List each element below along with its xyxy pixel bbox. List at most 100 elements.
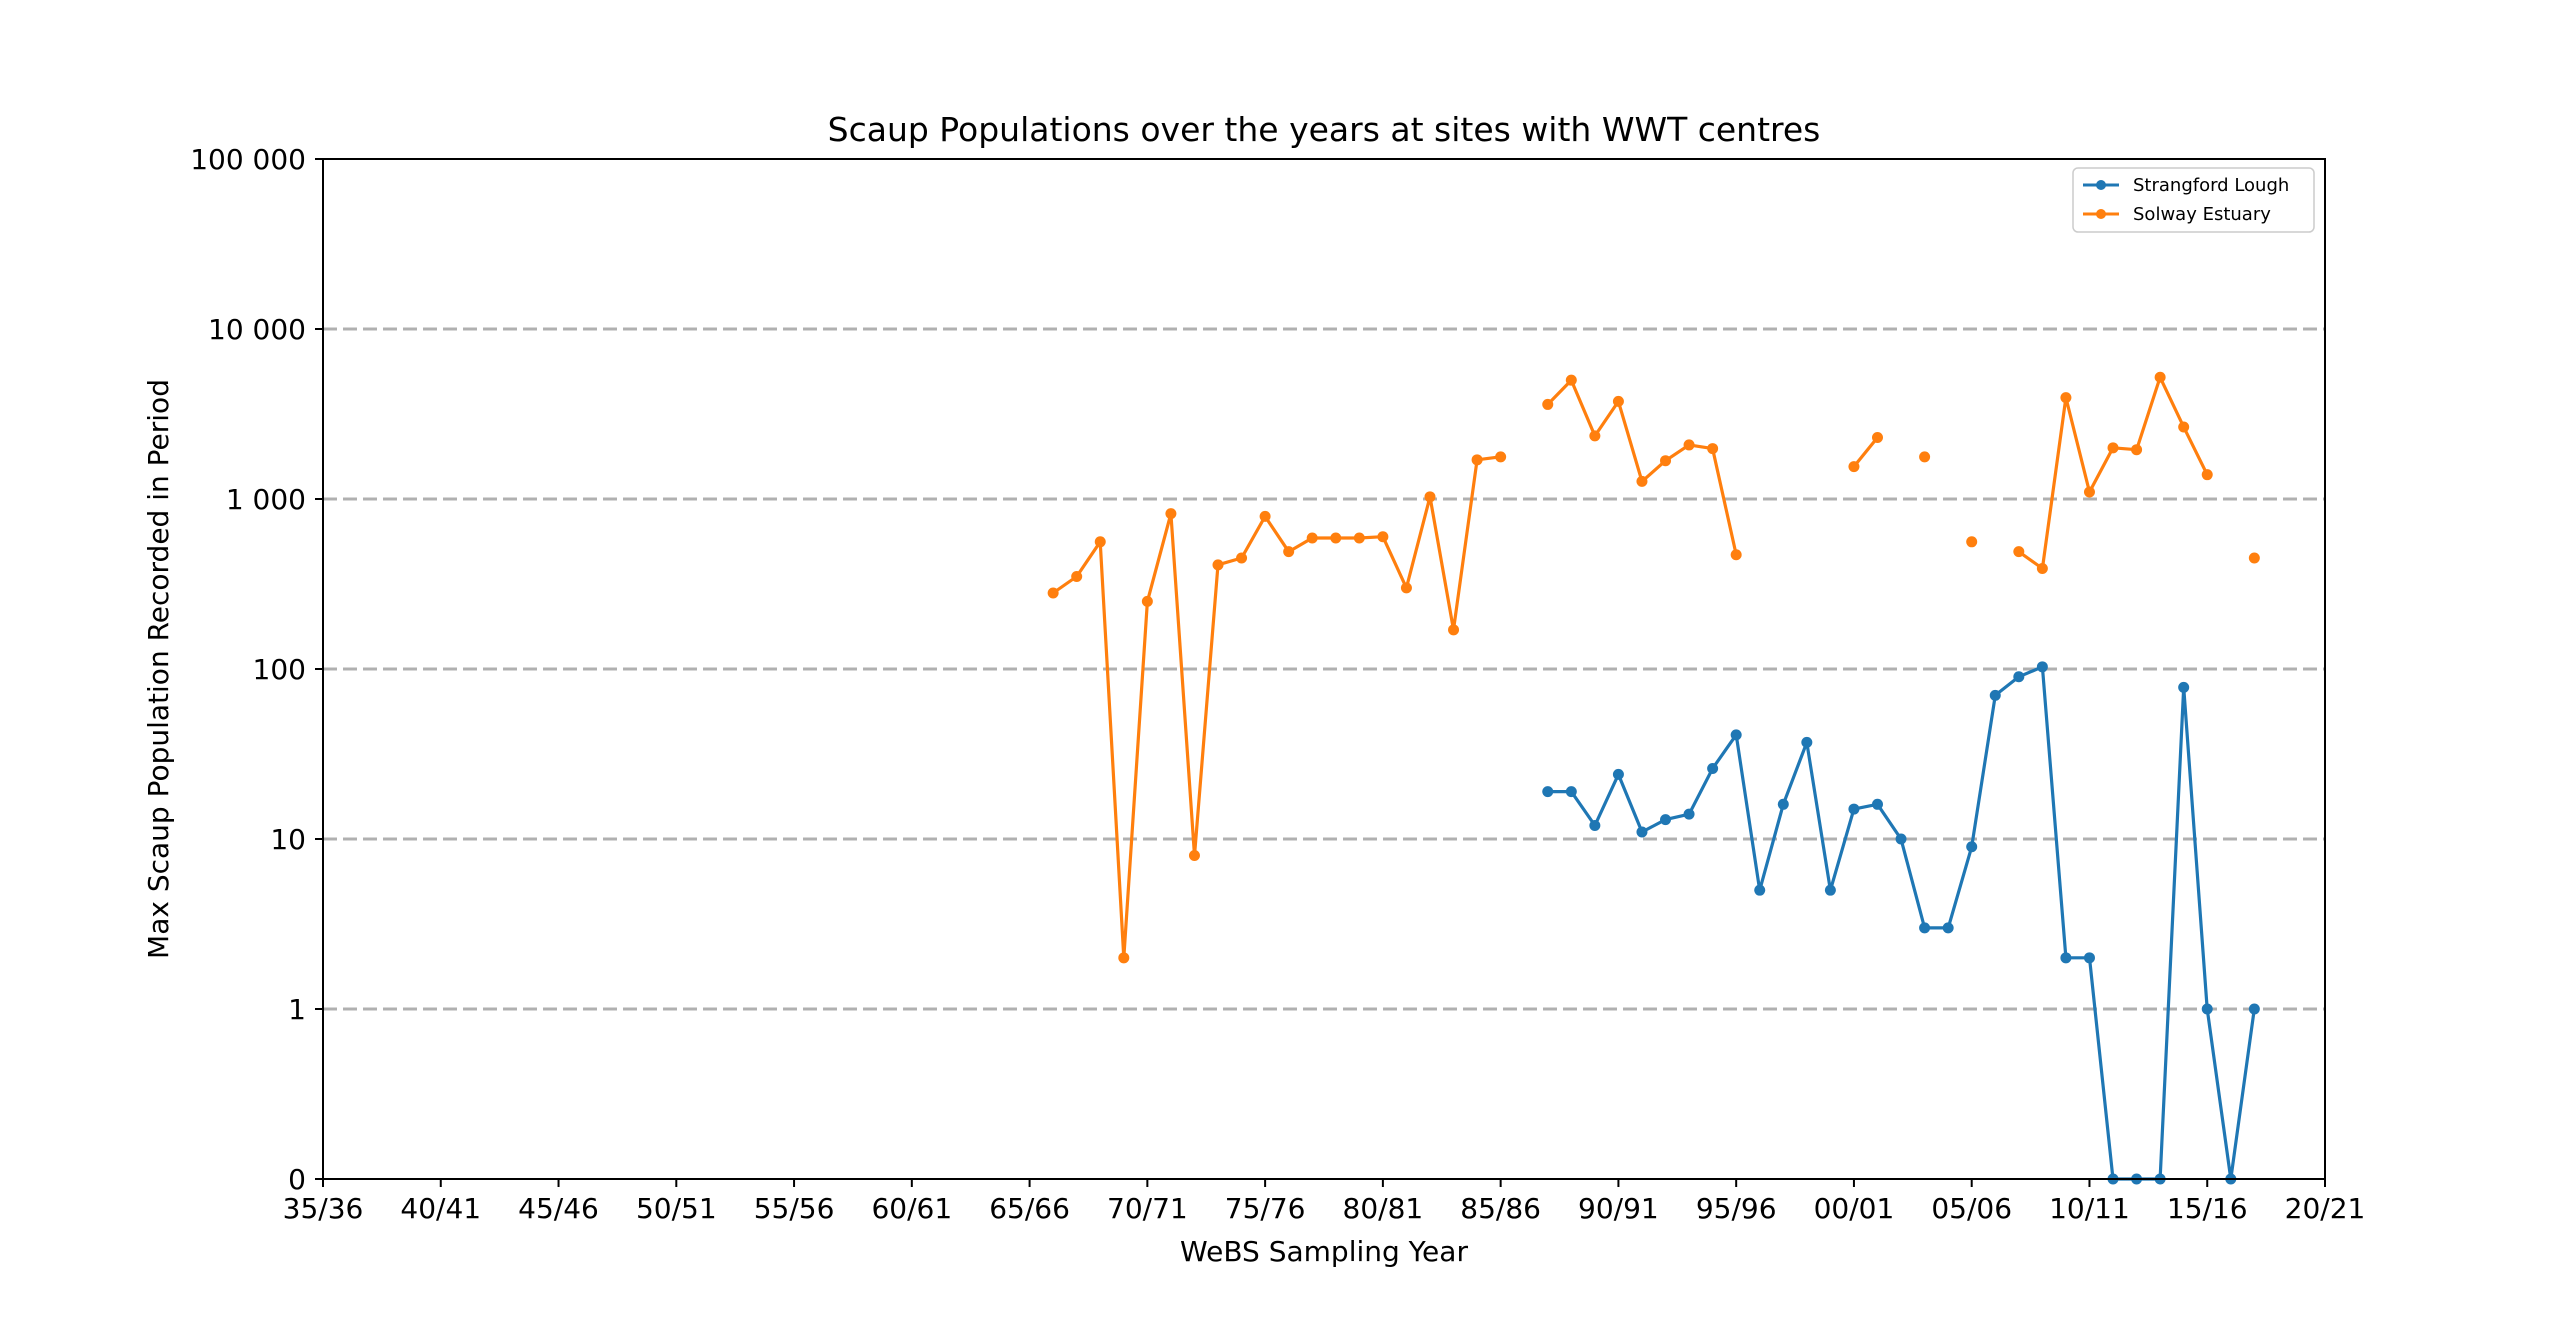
data-point-strangford-lough (2036, 661, 2048, 673)
x-tick-label: 35/36 (283, 1192, 364, 1225)
data-point-strangford-lough (1754, 884, 1766, 896)
x-tick-label: 20/21 (2285, 1192, 2366, 1225)
data-point-strangford-lough (1895, 833, 1907, 845)
data-point-solway-estuary (1448, 624, 1460, 636)
data-point-solway-estuary (1424, 491, 1436, 503)
data-point-strangford-lough (1824, 884, 1836, 896)
series-line-solway-estuary (1546, 378, 1738, 556)
data-point-solway-estuary (1966, 536, 1978, 548)
data-point-solway-estuary (1871, 432, 1883, 444)
y-tick-label: 10 000 (208, 313, 306, 346)
data-point-solway-estuary (1589, 430, 1601, 442)
data-point-strangford-lough (1801, 736, 1813, 748)
x-tick-label: 50/51 (636, 1192, 717, 1225)
data-point-strangford-lough (1683, 808, 1695, 820)
data-point-solway-estuary (1306, 532, 1318, 544)
data-point-solway-estuary (2154, 371, 2166, 383)
data-point-solway-estuary (1236, 552, 1248, 564)
data-point-strangford-lough (1989, 689, 2001, 701)
y-tick-label: 100 (253, 653, 306, 686)
data-point-solway-estuary (1047, 587, 1059, 599)
data-point-strangford-lough (2201, 1003, 2213, 1015)
data-point-solway-estuary (1212, 559, 1224, 571)
legend-label-solway-estuary: Solway Estuary (2133, 204, 2271, 225)
data-point-solway-estuary (1542, 398, 1554, 410)
data-point-solway-estuary (1660, 455, 1672, 467)
data-point-solway-estuary (2248, 552, 2260, 564)
grid-lines (323, 327, 2325, 1011)
data-point-solway-estuary (2083, 486, 2095, 498)
data-point-strangford-lough (1542, 786, 1554, 798)
y-tick-label: 1 000 (226, 483, 306, 516)
data-point-solway-estuary (1919, 451, 1931, 463)
data-point-solway-estuary (1565, 374, 1577, 386)
x-tick-label: 95/96 (1696, 1192, 1777, 1225)
legend: Strangford Lough Solway Estuary (2072, 167, 2315, 233)
x-tick-label: 65/66 (989, 1192, 1070, 1225)
data-point-strangford-lough (2013, 671, 2025, 683)
data-point-strangford-lough (1730, 729, 1742, 741)
data-point-strangford-lough (1942, 922, 1954, 934)
data-point-strangford-lough (2060, 952, 2072, 964)
data-point-strangford-lough (1871, 798, 1883, 810)
data-point-strangford-lough (2248, 1003, 2260, 1015)
data-point-strangford-lough (1919, 922, 1931, 934)
series-line-strangford-lough (1547, 665, 2256, 1181)
legend-marker-strangford-lough (2096, 180, 2106, 190)
data-point-solway-estuary (1118, 952, 1130, 964)
data-point-solway-estuary (1730, 549, 1742, 561)
data-point-strangford-lough (2178, 681, 2190, 693)
x-tick-label: 00/01 (1814, 1192, 1895, 1225)
data-point-strangford-lough (1565, 786, 1577, 798)
data-point-solway-estuary (1612, 395, 1624, 407)
data-point-solway-estuary (1188, 849, 1200, 861)
legend-marker-solway-estuary (2096, 209, 2106, 219)
x-tick-label: 45/46 (518, 1192, 599, 1225)
legend-box (2072, 167, 2315, 233)
data-point-solway-estuary (2036, 563, 2048, 575)
legend-label-strangford-lough: Strangford Lough (2133, 175, 2289, 196)
x-axis: 35/36 40/41 45/46 50/51 55/56 60/61 65/66 70/71… (283, 1179, 2366, 1225)
x-tick-label: 80/81 (1343, 1192, 1424, 1225)
data-point-solway-estuary (1259, 510, 1271, 522)
data-point-strangford-lough (1636, 826, 1648, 838)
x-axis-title: WeBS Sampling Year (1180, 1235, 1468, 1268)
data-point-strangford-lough (1612, 768, 1624, 780)
data-point-strangford-lough (1589, 820, 1601, 832)
x-tick-label: 70/71 (1107, 1192, 1188, 1225)
series-solway-estuary (1047, 371, 2260, 964)
series-line-solway-estuary (1052, 455, 1501, 960)
data-point-solway-estuary (1471, 454, 1483, 466)
data-point-strangford-lough (1848, 803, 1860, 815)
data-point-solway-estuary (2013, 546, 2025, 558)
series-strangford-lough (1542, 661, 2260, 1185)
y-axis-title: Max Scaup Population Recorded in Period (142, 379, 175, 959)
series-layer (1047, 371, 2260, 1185)
data-point-solway-estuary (1283, 546, 1295, 558)
data-point-solway-estuary (1353, 532, 1365, 544)
y-axis: 0 1 10 100 1 000 10 000 100 000 (190, 143, 323, 1196)
data-point-solway-estuary (1330, 532, 1342, 544)
data-point-solway-estuary (1094, 536, 1106, 548)
x-tick-label: 15/16 (2167, 1192, 2248, 1225)
data-point-strangford-lough (2083, 952, 2095, 964)
y-tick-label: 1 (288, 993, 306, 1026)
x-tick-label: 10/11 (2049, 1192, 2130, 1225)
data-point-solway-estuary (1636, 475, 1648, 487)
data-point-solway-estuary (1683, 439, 1695, 451)
data-point-solway-estuary (1495, 451, 1507, 463)
data-point-solway-estuary (1400, 582, 1412, 594)
x-tick-label: 90/91 (1578, 1192, 1659, 1225)
data-point-solway-estuary (2131, 444, 2143, 456)
chart-title: Scaup Populations over the years at site… (828, 110, 1821, 149)
y-tick-label: 100 000 (190, 143, 306, 176)
data-point-solway-estuary (2060, 392, 2072, 404)
y-tick-label: 10 (270, 823, 306, 856)
data-point-solway-estuary (2201, 469, 2213, 481)
series-line-solway-estuary (1852, 436, 1879, 468)
data-point-solway-estuary (2107, 442, 2119, 454)
x-tick-label: 85/86 (1460, 1192, 1541, 1225)
data-point-solway-estuary (1071, 571, 1083, 583)
data-point-solway-estuary (1848, 461, 1860, 473)
